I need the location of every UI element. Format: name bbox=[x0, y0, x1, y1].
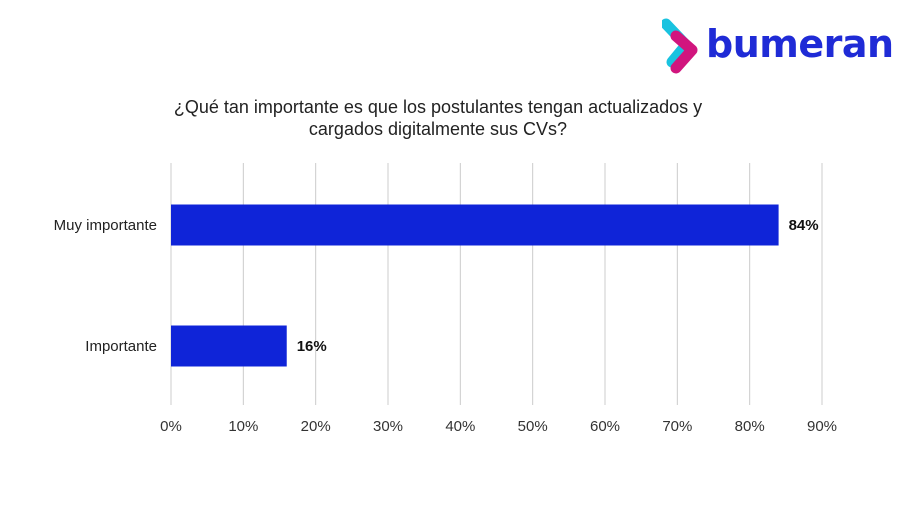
data-label-2: 16% bbox=[297, 338, 327, 355]
x-tick-label-0: 0% bbox=[160, 418, 182, 435]
data-labels: 84% 16% bbox=[297, 217, 819, 355]
x-axis-tick-labels: 0% 10% 20% 30% 40% 50% 60% 70% 80% 90% bbox=[160, 418, 837, 435]
chart-title-line-2: cargados digitalmente sus CVs? bbox=[309, 119, 567, 139]
data-label-1: 84% bbox=[789, 217, 819, 234]
x-tick-label-8: 80% bbox=[735, 418, 765, 435]
category-label-1: Muy importante bbox=[54, 217, 157, 234]
brand-logo: bumeran bbox=[660, 18, 912, 82]
category-labels: Muy importante Importante bbox=[54, 217, 157, 355]
x-tick-label-7: 70% bbox=[662, 418, 692, 435]
grid-lines bbox=[170, 163, 823, 405]
x-tick-label-1: 10% bbox=[228, 418, 258, 435]
category-label-2: Importante bbox=[85, 338, 157, 355]
boomerang-chevron-icon bbox=[660, 18, 698, 74]
brand-wordmark: bumeran bbox=[706, 22, 894, 66]
x-tick-label-5: 50% bbox=[518, 418, 548, 435]
chart-title: ¿Qué tan importante es que los postulant… bbox=[174, 97, 702, 139]
chart-title-line-1: ¿Qué tan importante es que los postulant… bbox=[174, 97, 702, 117]
bar-importante bbox=[171, 325, 287, 367]
x-tick-label-4: 40% bbox=[445, 418, 475, 435]
chevron-front-stroke bbox=[670, 30, 698, 74]
x-tick-label-6: 60% bbox=[590, 418, 620, 435]
x-tick-label-3: 30% bbox=[373, 418, 403, 435]
bars bbox=[171, 204, 779, 367]
bar-muy-importante bbox=[171, 204, 779, 246]
x-tick-label-2: 20% bbox=[301, 418, 331, 435]
x-tick-label-9: 90% bbox=[807, 418, 837, 435]
